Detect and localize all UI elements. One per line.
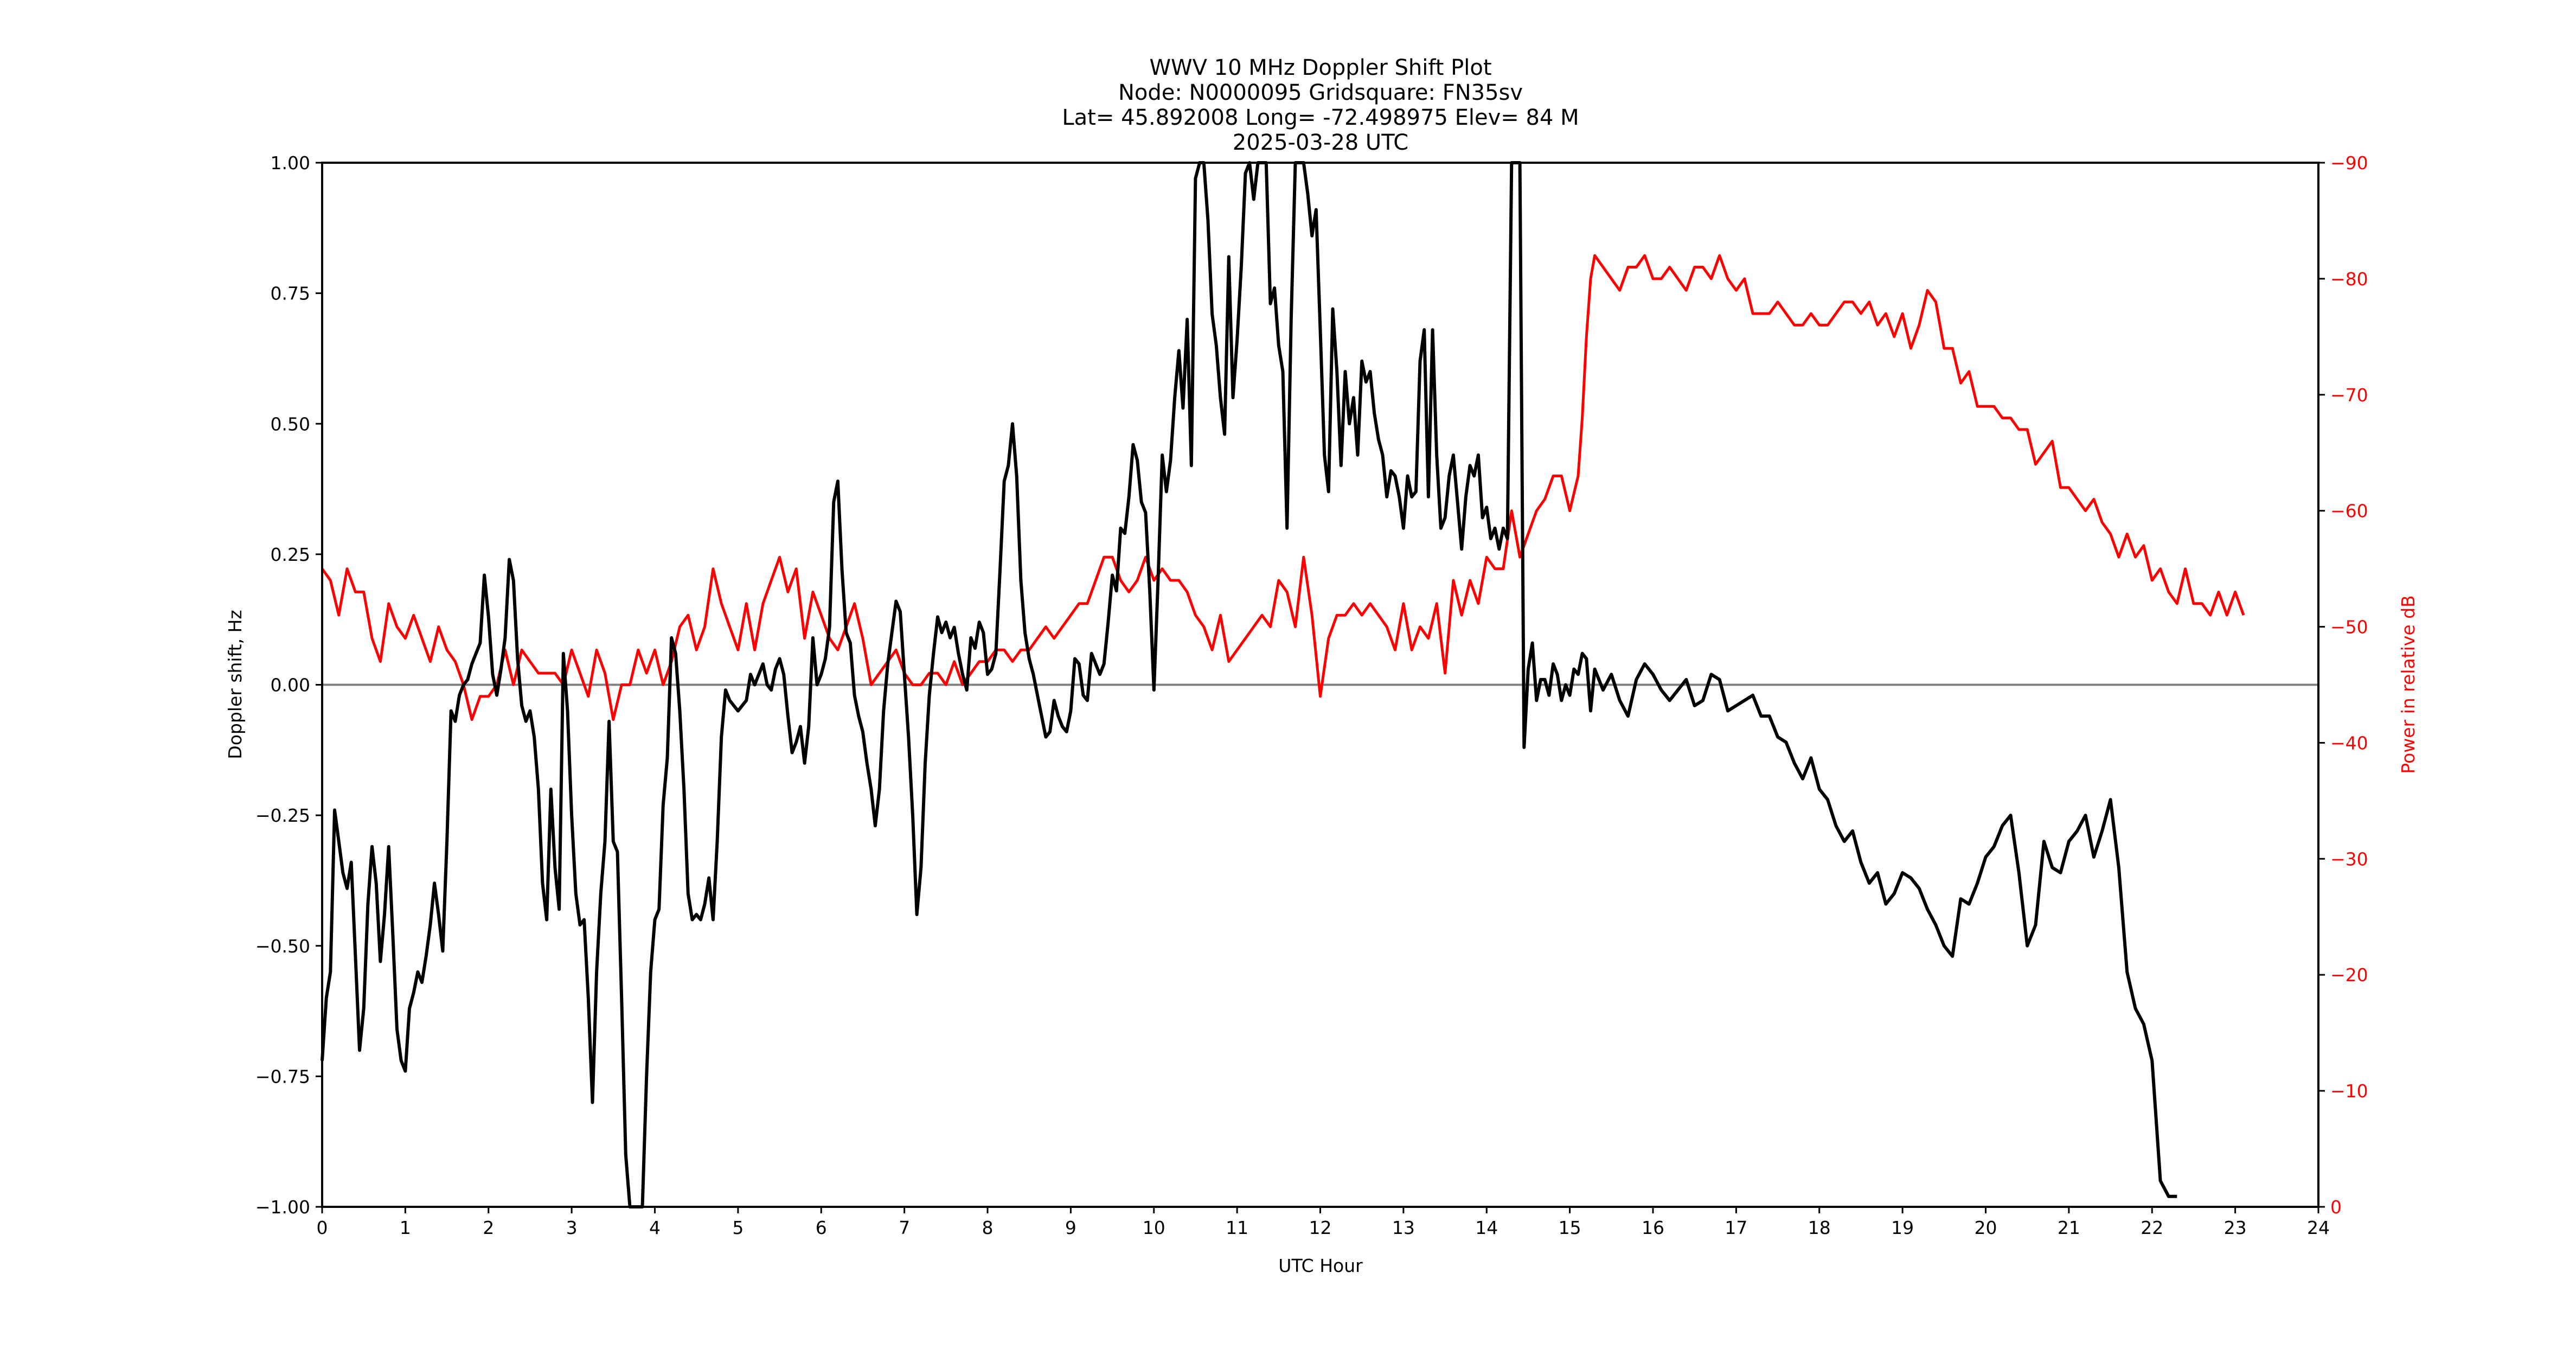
x-tick-label: 6 bbox=[816, 1217, 827, 1238]
x-tick-label: 5 bbox=[732, 1217, 744, 1238]
x-axis-ticks: 0 1 2 3 4 5 6 7 8 9 10 11 12 13 14 15 16 17 18 19 20 21 22 23 24 bbox=[317, 1207, 2330, 1238]
y-right-tick-label: −80 bbox=[2330, 268, 2368, 290]
y-left-tick-label: 0.25 bbox=[271, 544, 310, 565]
y-right-tick-label: −60 bbox=[2330, 501, 2368, 522]
title-line-2: Node: N0000095 Gridsquare: FN35sv bbox=[1118, 80, 1523, 105]
y-left-tick-label: −0.25 bbox=[255, 805, 310, 826]
x-axis-label: UTC Hour bbox=[1278, 1255, 1363, 1276]
y-right-tick-label: −50 bbox=[2330, 617, 2368, 638]
x-tick-label: 20 bbox=[1975, 1217, 1997, 1238]
y-right-tick-label: −40 bbox=[2330, 732, 2368, 753]
chart-title: WWV 10 MHz Doppler Shift Plot Node: N000… bbox=[1062, 55, 1579, 155]
title-line-4: 2025-03-28 UTC bbox=[1233, 130, 1408, 155]
x-tick-label: 2 bbox=[483, 1217, 494, 1238]
doppler-series-line bbox=[321, 161, 2177, 1208]
x-tick-label: 8 bbox=[982, 1217, 994, 1238]
x-tick-label: 13 bbox=[1392, 1217, 1415, 1238]
power-series-line bbox=[321, 254, 2245, 721]
x-tick-label: 7 bbox=[899, 1217, 910, 1238]
y-left-tick-label: 0.75 bbox=[271, 283, 310, 304]
y-axis-right-ticks: 0 −10 −20 −30 −40 −50 −60 −70 −80 −90 bbox=[2318, 152, 2368, 1218]
y-axis-right-label: Power in relative dB bbox=[2398, 595, 2419, 773]
title-line-3: Lat= 45.892008 Long= -72.498975 Elev= 84… bbox=[1062, 105, 1579, 130]
x-tick-label: 1 bbox=[400, 1217, 411, 1238]
y-left-tick-label: −0.75 bbox=[255, 1066, 310, 1087]
x-tick-label: 3 bbox=[566, 1217, 578, 1238]
y-right-tick-label: −10 bbox=[2330, 1080, 2368, 1102]
x-tick-label: 18 bbox=[1808, 1217, 1831, 1238]
x-tick-label: 22 bbox=[2141, 1217, 2163, 1238]
x-tick-label: 19 bbox=[1891, 1217, 1914, 1238]
y-right-tick-label: 0 bbox=[2330, 1197, 2342, 1218]
plot-area bbox=[321, 161, 2318, 1208]
y-right-tick-label: −90 bbox=[2330, 152, 2368, 174]
x-tick-label: 11 bbox=[1226, 1217, 1248, 1238]
x-tick-label: 14 bbox=[1475, 1217, 1498, 1238]
y-left-tick-label: 1.00 bbox=[271, 152, 310, 174]
x-tick-label: 21 bbox=[2058, 1217, 2080, 1238]
x-tick-label: 4 bbox=[649, 1217, 661, 1238]
y-left-tick-label: −0.50 bbox=[255, 936, 310, 957]
y-axis-left-ticks: 1.00 0.75 0.50 0.25 0.00 −0.25 −0.50 −0.75 −1.00 bbox=[255, 152, 322, 1218]
x-tick-label: 23 bbox=[2224, 1217, 2247, 1238]
y-axis-left-label: Doppler shift, Hz bbox=[225, 610, 246, 759]
x-tick-label: 16 bbox=[1642, 1217, 1664, 1238]
x-tick-label: 9 bbox=[1065, 1217, 1076, 1238]
y-right-tick-label: −20 bbox=[2330, 964, 2368, 986]
y-right-tick-label: −30 bbox=[2330, 848, 2368, 869]
x-tick-label: 17 bbox=[1725, 1217, 1747, 1238]
x-tick-label: 12 bbox=[1309, 1217, 1332, 1238]
y-left-tick-label: 0.50 bbox=[271, 413, 310, 434]
x-tick-label: 15 bbox=[1559, 1217, 1581, 1238]
x-tick-label: 10 bbox=[1143, 1217, 1165, 1238]
y-left-tick-label: −1.00 bbox=[255, 1197, 310, 1218]
y-left-tick-label: 0.00 bbox=[271, 675, 310, 696]
x-tick-label: 0 bbox=[317, 1217, 328, 1238]
y-right-tick-label: −70 bbox=[2330, 385, 2368, 406]
title-line-1: WWV 10 MHz Doppler Shift Plot bbox=[1149, 55, 1491, 80]
x-tick-label: 24 bbox=[2307, 1217, 2330, 1238]
